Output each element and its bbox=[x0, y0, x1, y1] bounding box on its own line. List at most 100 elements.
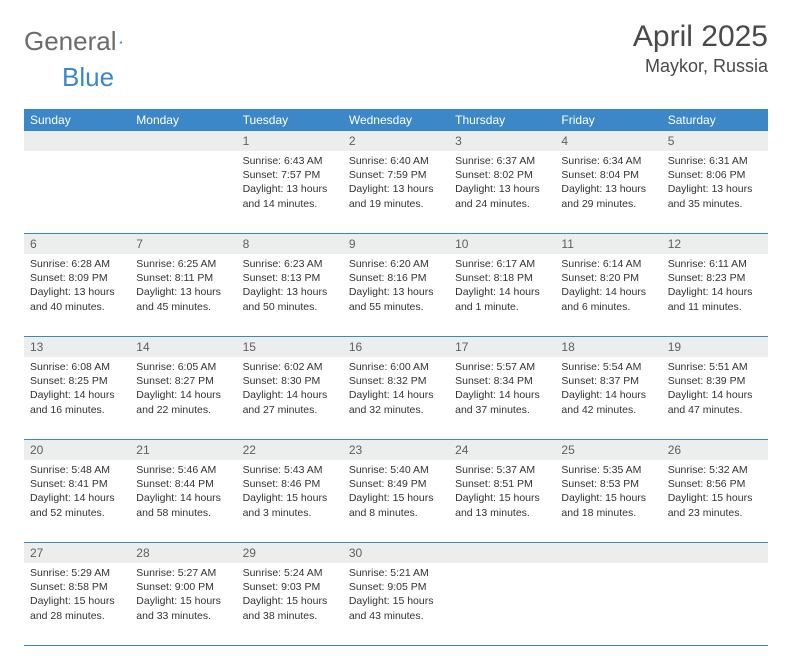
sunrise-line: Sunrise: 6:31 AM bbox=[668, 154, 762, 168]
daylight-line: Daylight: 14 hours and 37 minutes. bbox=[455, 388, 549, 416]
day-body-cell bbox=[130, 151, 236, 234]
daylight-line: Daylight: 13 hours and 24 minutes. bbox=[455, 182, 549, 210]
sunrise-line: Sunrise: 5:27 AM bbox=[136, 566, 230, 580]
daylight-line: Daylight: 14 hours and 47 minutes. bbox=[668, 388, 762, 416]
sunrise-line: Sunrise: 6:00 AM bbox=[349, 360, 443, 374]
sunrise-line: Sunrise: 5:37 AM bbox=[455, 463, 549, 477]
sunrise-line: Sunrise: 6:28 AM bbox=[30, 257, 124, 271]
day-detail: Sunrise: 6:37 AMSunset: 8:02 PMDaylight:… bbox=[449, 151, 555, 217]
day-body-cell: Sunrise: 5:51 AMSunset: 8:39 PMDaylight:… bbox=[662, 357, 768, 440]
sunrise-line: Sunrise: 5:35 AM bbox=[561, 463, 655, 477]
sunset-line: Sunset: 8:46 PM bbox=[243, 477, 337, 491]
daylight-line: Daylight: 15 hours and 28 minutes. bbox=[30, 594, 124, 622]
day-number-cell: 29 bbox=[237, 543, 343, 564]
weekday-header: Tuesday bbox=[237, 109, 343, 131]
day-detail: Sunrise: 6:23 AMSunset: 8:13 PMDaylight:… bbox=[237, 254, 343, 320]
day-body-cell: Sunrise: 5:54 AMSunset: 8:37 PMDaylight:… bbox=[555, 357, 661, 440]
day-number-row: 27282930 bbox=[24, 543, 768, 564]
day-number-cell: 7 bbox=[130, 234, 236, 255]
day-number-cell: 12 bbox=[662, 234, 768, 255]
day-detail: Sunrise: 5:29 AMSunset: 8:58 PMDaylight:… bbox=[24, 563, 130, 629]
sunset-line: Sunset: 8:39 PM bbox=[668, 374, 762, 388]
day-body-row: Sunrise: 5:29 AMSunset: 8:58 PMDaylight:… bbox=[24, 563, 768, 646]
day-detail: Sunrise: 6:31 AMSunset: 8:06 PMDaylight:… bbox=[662, 151, 768, 217]
day-number-cell bbox=[449, 543, 555, 564]
sunrise-line: Sunrise: 5:51 AM bbox=[668, 360, 762, 374]
day-number-cell: 28 bbox=[130, 543, 236, 564]
day-detail: Sunrise: 5:51 AMSunset: 8:39 PMDaylight:… bbox=[662, 357, 768, 423]
day-detail: Sunrise: 5:27 AMSunset: 9:00 PMDaylight:… bbox=[130, 563, 236, 629]
daylight-line: Daylight: 15 hours and 13 minutes. bbox=[455, 491, 549, 519]
sunrise-line: Sunrise: 5:43 AM bbox=[243, 463, 337, 477]
sunset-line: Sunset: 7:59 PM bbox=[349, 168, 443, 182]
calendar-table: SundayMondayTuesdayWednesdayThursdayFrid… bbox=[24, 109, 768, 646]
weekday-header: Saturday bbox=[662, 109, 768, 131]
daylight-line: Daylight: 15 hours and 43 minutes. bbox=[349, 594, 443, 622]
day-number-row: 6789101112 bbox=[24, 234, 768, 255]
day-detail: Sunrise: 5:43 AMSunset: 8:46 PMDaylight:… bbox=[237, 460, 343, 526]
day-number-cell bbox=[24, 131, 130, 151]
day-number-cell: 3 bbox=[449, 131, 555, 151]
day-body-cell: Sunrise: 5:46 AMSunset: 8:44 PMDaylight:… bbox=[130, 460, 236, 543]
daylight-line: Daylight: 13 hours and 50 minutes. bbox=[243, 285, 337, 313]
day-number-cell: 8 bbox=[237, 234, 343, 255]
daylight-line: Daylight: 14 hours and 22 minutes. bbox=[136, 388, 230, 416]
sunrise-line: Sunrise: 6:34 AM bbox=[561, 154, 655, 168]
daylight-line: Daylight: 13 hours and 40 minutes. bbox=[30, 285, 124, 313]
daylight-line: Daylight: 14 hours and 52 minutes. bbox=[30, 491, 124, 519]
daylight-line: Daylight: 14 hours and 11 minutes. bbox=[668, 285, 762, 313]
day-detail: Sunrise: 5:46 AMSunset: 8:44 PMDaylight:… bbox=[130, 460, 236, 526]
day-body-cell: Sunrise: 5:48 AMSunset: 8:41 PMDaylight:… bbox=[24, 460, 130, 543]
weekday-header: Wednesday bbox=[343, 109, 449, 131]
day-number-row: 20212223242526 bbox=[24, 440, 768, 461]
sunset-line: Sunset: 9:00 PM bbox=[136, 580, 230, 594]
day-body-cell: Sunrise: 5:57 AMSunset: 8:34 PMDaylight:… bbox=[449, 357, 555, 440]
sunset-line: Sunset: 8:16 PM bbox=[349, 271, 443, 285]
day-body-cell: Sunrise: 5:35 AMSunset: 8:53 PMDaylight:… bbox=[555, 460, 661, 543]
day-detail: Sunrise: 5:24 AMSunset: 9:03 PMDaylight:… bbox=[237, 563, 343, 629]
day-number-cell: 17 bbox=[449, 337, 555, 358]
day-detail: Sunrise: 5:48 AMSunset: 8:41 PMDaylight:… bbox=[24, 460, 130, 526]
daylight-line: Daylight: 15 hours and 38 minutes. bbox=[243, 594, 337, 622]
day-detail: Sunrise: 6:00 AMSunset: 8:32 PMDaylight:… bbox=[343, 357, 449, 423]
day-body-cell: Sunrise: 6:17 AMSunset: 8:18 PMDaylight:… bbox=[449, 254, 555, 337]
day-body-cell: Sunrise: 6:23 AMSunset: 8:13 PMDaylight:… bbox=[237, 254, 343, 337]
daylight-line: Daylight: 15 hours and 23 minutes. bbox=[668, 491, 762, 519]
day-number-cell: 26 bbox=[662, 440, 768, 461]
daylight-line: Daylight: 14 hours and 6 minutes. bbox=[561, 285, 655, 313]
day-body-cell: Sunrise: 5:27 AMSunset: 9:00 PMDaylight:… bbox=[130, 563, 236, 646]
sunrise-line: Sunrise: 6:23 AM bbox=[243, 257, 337, 271]
day-detail: Sunrise: 6:25 AMSunset: 8:11 PMDaylight:… bbox=[130, 254, 236, 320]
day-detail: Sunrise: 6:14 AMSunset: 8:20 PMDaylight:… bbox=[555, 254, 661, 320]
logo-sail-icon bbox=[119, 31, 123, 53]
sunrise-line: Sunrise: 6:40 AM bbox=[349, 154, 443, 168]
day-body-cell: Sunrise: 5:24 AMSunset: 9:03 PMDaylight:… bbox=[237, 563, 343, 646]
sunrise-line: Sunrise: 5:46 AM bbox=[136, 463, 230, 477]
day-number-cell: 18 bbox=[555, 337, 661, 358]
day-body-cell: Sunrise: 5:32 AMSunset: 8:56 PMDaylight:… bbox=[662, 460, 768, 543]
day-body-cell: Sunrise: 6:31 AMSunset: 8:06 PMDaylight:… bbox=[662, 151, 768, 234]
daylight-line: Daylight: 14 hours and 1 minute. bbox=[455, 285, 549, 313]
sunset-line: Sunset: 8:27 PM bbox=[136, 374, 230, 388]
day-number-cell: 23 bbox=[343, 440, 449, 461]
sunrise-line: Sunrise: 6:08 AM bbox=[30, 360, 124, 374]
sunrise-line: Sunrise: 6:02 AM bbox=[243, 360, 337, 374]
day-detail: Sunrise: 5:54 AMSunset: 8:37 PMDaylight:… bbox=[555, 357, 661, 423]
daylight-line: Daylight: 13 hours and 45 minutes. bbox=[136, 285, 230, 313]
day-detail: Sunrise: 6:08 AMSunset: 8:25 PMDaylight:… bbox=[24, 357, 130, 423]
day-body-cell: Sunrise: 6:14 AMSunset: 8:20 PMDaylight:… bbox=[555, 254, 661, 337]
sunrise-line: Sunrise: 6:37 AM bbox=[455, 154, 549, 168]
daylight-line: Daylight: 15 hours and 8 minutes. bbox=[349, 491, 443, 519]
day-number-cell: 2 bbox=[343, 131, 449, 151]
day-number-cell: 10 bbox=[449, 234, 555, 255]
day-body-cell: Sunrise: 6:34 AMSunset: 8:04 PMDaylight:… bbox=[555, 151, 661, 234]
daylight-line: Daylight: 15 hours and 18 minutes. bbox=[561, 491, 655, 519]
daylight-line: Daylight: 14 hours and 42 minutes. bbox=[561, 388, 655, 416]
day-number-cell bbox=[555, 543, 661, 564]
daylight-line: Daylight: 13 hours and 19 minutes. bbox=[349, 182, 443, 210]
day-detail: Sunrise: 5:40 AMSunset: 8:49 PMDaylight:… bbox=[343, 460, 449, 526]
sunset-line: Sunset: 8:20 PM bbox=[561, 271, 655, 285]
sunrise-line: Sunrise: 5:54 AM bbox=[561, 360, 655, 374]
day-body-row: Sunrise: 6:43 AMSunset: 7:57 PMDaylight:… bbox=[24, 151, 768, 234]
weekday-header-row: SundayMondayTuesdayWednesdayThursdayFrid… bbox=[24, 109, 768, 131]
